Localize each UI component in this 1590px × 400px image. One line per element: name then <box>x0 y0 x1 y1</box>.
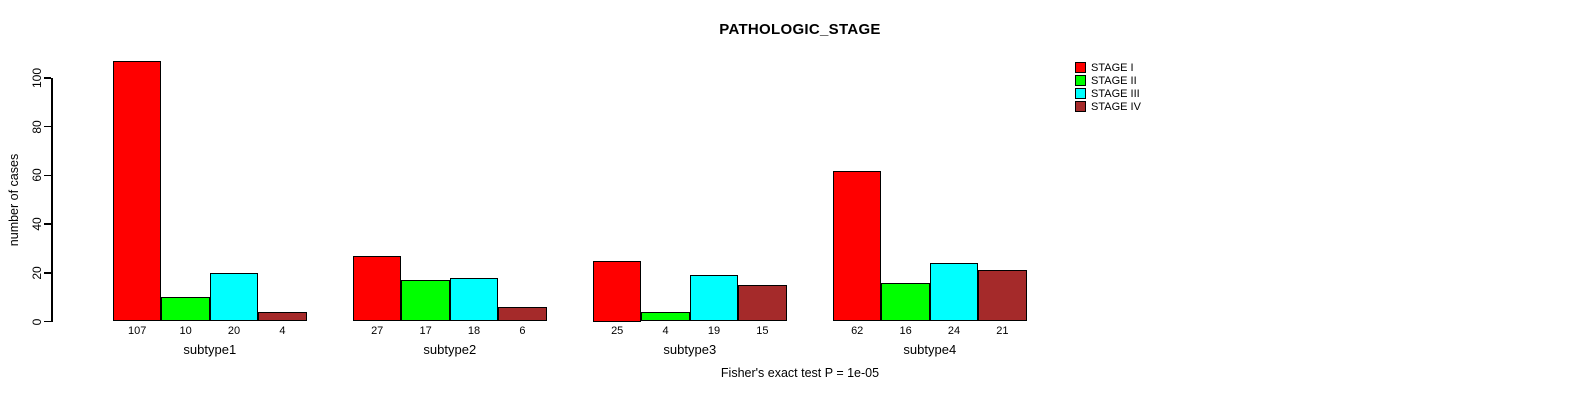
bar-value-label: 24 <box>947 325 961 337</box>
y-axis-tick-label: 100 <box>30 67 44 89</box>
bar <box>881 282 930 322</box>
caption: Fisher's exact test P = 1e-05 <box>720 366 880 380</box>
legend-label: STAGE II <box>1091 74 1137 87</box>
bar <box>401 280 450 322</box>
bar <box>498 306 547 322</box>
bar-value-label: 25 <box>611 325 624 337</box>
bar-value-label: 6 <box>519 325 526 337</box>
bar <box>210 272 258 322</box>
bar-value-label: 62 <box>851 325 864 337</box>
legend-swatch <box>1075 101 1086 112</box>
y-axis-tick-label: 40 <box>30 217 44 231</box>
legend-label: STAGE III <box>1091 87 1140 100</box>
bar <box>113 60 161 322</box>
bar <box>641 311 690 322</box>
category-label: subtype1 <box>183 342 237 357</box>
category-label: subtype3 <box>663 342 717 357</box>
bar <box>450 277 498 322</box>
y-axis-tick-label: 60 <box>30 168 44 183</box>
bar <box>353 255 401 322</box>
bar-value-label: 4 <box>662 325 669 337</box>
bar-value-label: 27 <box>371 325 384 337</box>
bar <box>161 297 210 322</box>
legend-item: STAGE III <box>1075 87 1141 100</box>
bar-value-label: 107 <box>128 325 147 337</box>
bar-value-label: 20 <box>227 325 241 337</box>
bar-value-label: 16 <box>899 325 912 337</box>
y-axis-tick <box>44 77 51 79</box>
bar <box>738 284 787 322</box>
category-label: subtype4 <box>903 342 957 357</box>
legend-label: STAGE I <box>1091 61 1134 74</box>
legend: STAGE I STAGE II STAGE III STAGE IV <box>1075 61 1141 113</box>
bar <box>593 260 641 322</box>
y-axis-tick <box>44 125 51 128</box>
legend-swatch <box>1075 75 1086 86</box>
bar <box>930 263 978 322</box>
chart-title: PATHOLOGIC_STAGE <box>719 21 881 38</box>
y-axis-tick-label: 20 <box>30 266 44 280</box>
bar <box>690 275 738 322</box>
y-axis-tick-label: 0 <box>30 318 44 325</box>
legend-item: STAGE II <box>1075 74 1141 87</box>
bar <box>258 311 307 322</box>
bar-value-label: 10 <box>179 325 192 337</box>
y-axis-tick <box>44 272 51 274</box>
y-axis-line <box>51 78 53 322</box>
category-label: subtype2 <box>423 342 477 357</box>
y-axis-tick <box>44 223 51 225</box>
bar-value-label: 19 <box>707 325 721 337</box>
bar <box>833 170 881 322</box>
legend-item: STAGE I <box>1075 61 1141 74</box>
bar-value-label: 17 <box>419 325 432 337</box>
y-axis-tick <box>44 320 51 323</box>
legend-label: STAGE IV <box>1091 100 1141 113</box>
legend-item: STAGE IV <box>1075 100 1141 113</box>
y-axis-tick <box>44 174 51 177</box>
y-axis-tick-label: 80 <box>30 120 44 134</box>
bar <box>978 270 1027 322</box>
y-axis-title: number of cases <box>7 153 21 247</box>
bar-value-label: 21 <box>996 325 1009 337</box>
bar-value-label: 4 <box>279 325 286 337</box>
bar-value-label: 15 <box>756 325 769 337</box>
legend-swatch <box>1075 88 1086 99</box>
bar-value-label: 18 <box>467 325 481 337</box>
legend-swatch <box>1075 62 1086 73</box>
